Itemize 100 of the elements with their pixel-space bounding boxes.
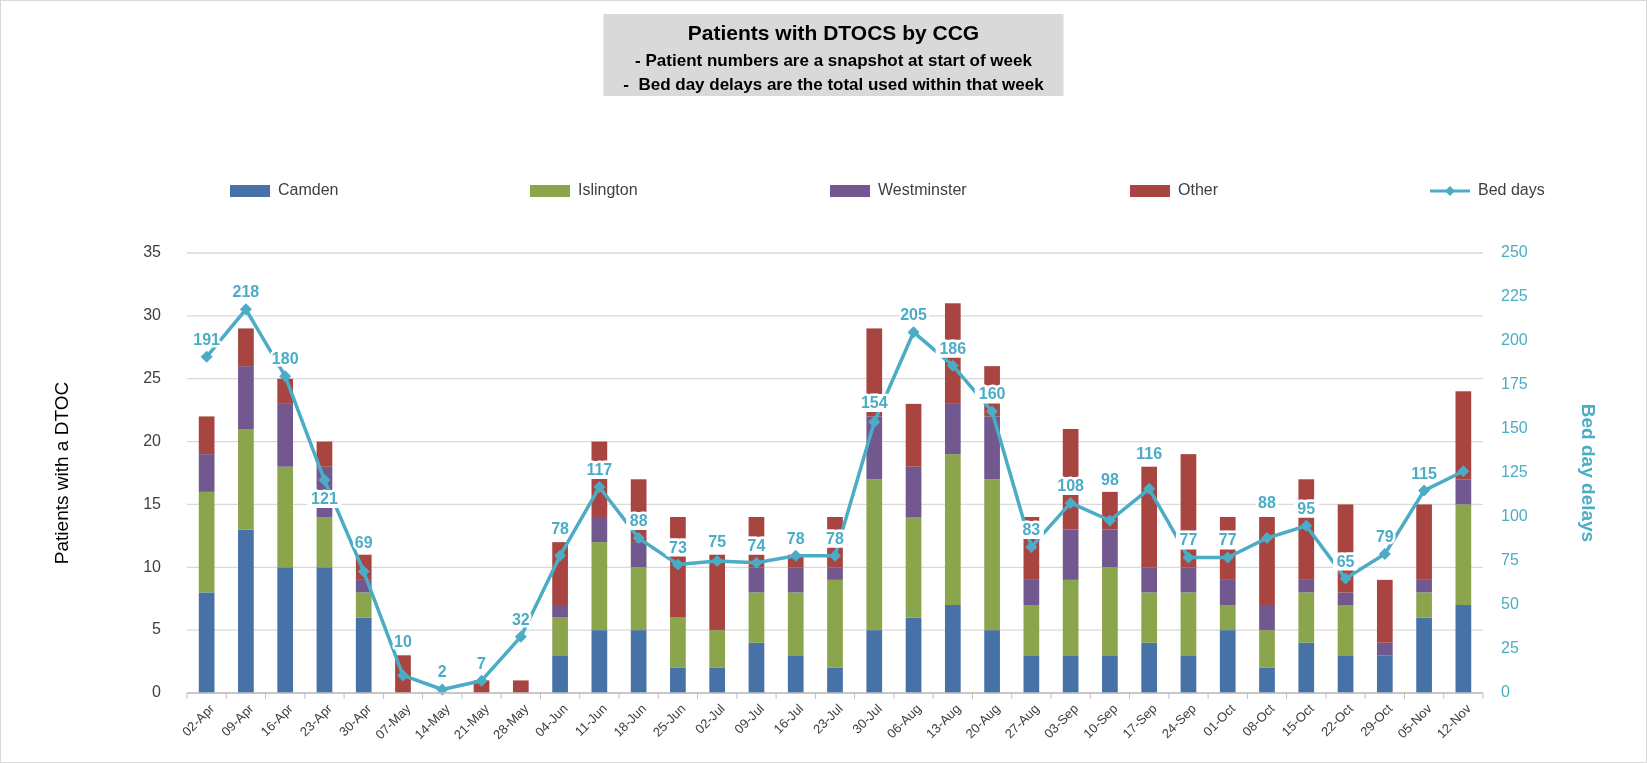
point [1025, 540, 1038, 553]
bar [355, 592, 372, 618]
bar [1298, 642, 1315, 693]
bar [1219, 579, 1236, 605]
y-tick-label: 35 [143, 243, 162, 261]
data-label: 79 [1375, 527, 1394, 545]
bar [1141, 592, 1158, 643]
bar [591, 630, 608, 693]
bar [238, 529, 254, 693]
data-label: 7 [477, 654, 487, 672]
bar [1416, 579, 1432, 593]
point [868, 415, 881, 428]
bar [787, 655, 804, 693]
bar [1416, 592, 1432, 618]
bar [238, 366, 254, 429]
point [1261, 532, 1273, 545]
y2-tick-label: 175 [1501, 375, 1528, 393]
point [632, 532, 645, 545]
y2-tick-label: 25 [1501, 639, 1519, 657]
bar [984, 416, 1000, 480]
data-label: 83 [1022, 520, 1041, 538]
bar [1023, 579, 1040, 605]
y2-tick-label: 0 [1501, 683, 1510, 701]
data-label: 116 [1136, 444, 1163, 462]
bar [198, 491, 215, 593]
point [1339, 572, 1352, 585]
bar [1023, 605, 1040, 656]
y-tick-label: 5 [152, 620, 162, 638]
chart-title: Patients with DTOCS by CCG [687, 21, 980, 44]
data-label: 69 [354, 533, 373, 551]
bar [748, 592, 765, 643]
bar [1141, 642, 1158, 693]
bar [1416, 504, 1432, 580]
data-label: 191 [193, 330, 221, 348]
data-label: 75 [708, 533, 727, 550]
bar [944, 454, 961, 605]
bar [1376, 642, 1393, 656]
bar [1180, 567, 1197, 593]
y2-tick-label: 225 [1501, 287, 1528, 305]
bar [748, 642, 765, 693]
point [829, 549, 841, 562]
y2-tick-label: 100 [1501, 507, 1528, 525]
bar [277, 567, 294, 693]
bar [866, 479, 883, 631]
bar [827, 567, 843, 580]
y2-tick-label: 200 [1501, 331, 1528, 349]
data-label: 205 [900, 306, 927, 324]
y-tick-label: 30 [143, 306, 162, 324]
bar [709, 667, 726, 693]
bar [1455, 605, 1472, 693]
bar [1062, 655, 1079, 693]
bar [984, 630, 1000, 693]
data-label: 98 [1101, 470, 1119, 488]
bar [316, 517, 333, 568]
bar [238, 328, 254, 367]
data-label: 10 [394, 633, 412, 651]
data-label: 78 [786, 529, 805, 547]
bar [1337, 592, 1354, 605]
y2-tick-label: 150 [1501, 419, 1528, 437]
data-label: 78 [826, 529, 844, 547]
bar [670, 667, 686, 693]
data-label: 115 [1411, 464, 1438, 482]
legend-label: Westminster [878, 181, 968, 199]
data-label: 154 [860, 393, 888, 411]
bar [1455, 479, 1472, 505]
data-label: 95 [1297, 499, 1316, 517]
bar [512, 680, 529, 693]
point [318, 474, 331, 487]
bar [1376, 655, 1393, 693]
bar [1062, 529, 1079, 580]
bar [198, 454, 215, 492]
point [789, 549, 802, 562]
point [514, 630, 527, 643]
bar [1259, 605, 1275, 631]
bar [1298, 579, 1315, 593]
point [200, 350, 213, 363]
bar [277, 466, 294, 568]
point [279, 370, 292, 383]
bar [787, 592, 804, 656]
bar [316, 567, 333, 693]
bar [984, 479, 1000, 631]
bar [1219, 605, 1236, 631]
bar [1337, 655, 1354, 693]
bar [1102, 655, 1118, 693]
bar [1259, 630, 1275, 668]
bar [552, 655, 568, 693]
bar [238, 429, 254, 530]
data-label: 186 [939, 339, 967, 357]
bar [630, 542, 647, 568]
data-label: 73 [669, 538, 687, 556]
bar [198, 592, 215, 693]
data-label: 74 [747, 536, 766, 554]
bar [198, 416, 215, 455]
bar [1062, 579, 1079, 656]
point [475, 674, 488, 687]
point [986, 405, 999, 418]
legend-label: Islington [578, 181, 638, 199]
bar [709, 554, 726, 631]
chart-subtitle: - Patient numbers are a snapshot at start of week - Bed day delays are the total used within that week [623, 51, 1045, 94]
bar [552, 605, 568, 618]
